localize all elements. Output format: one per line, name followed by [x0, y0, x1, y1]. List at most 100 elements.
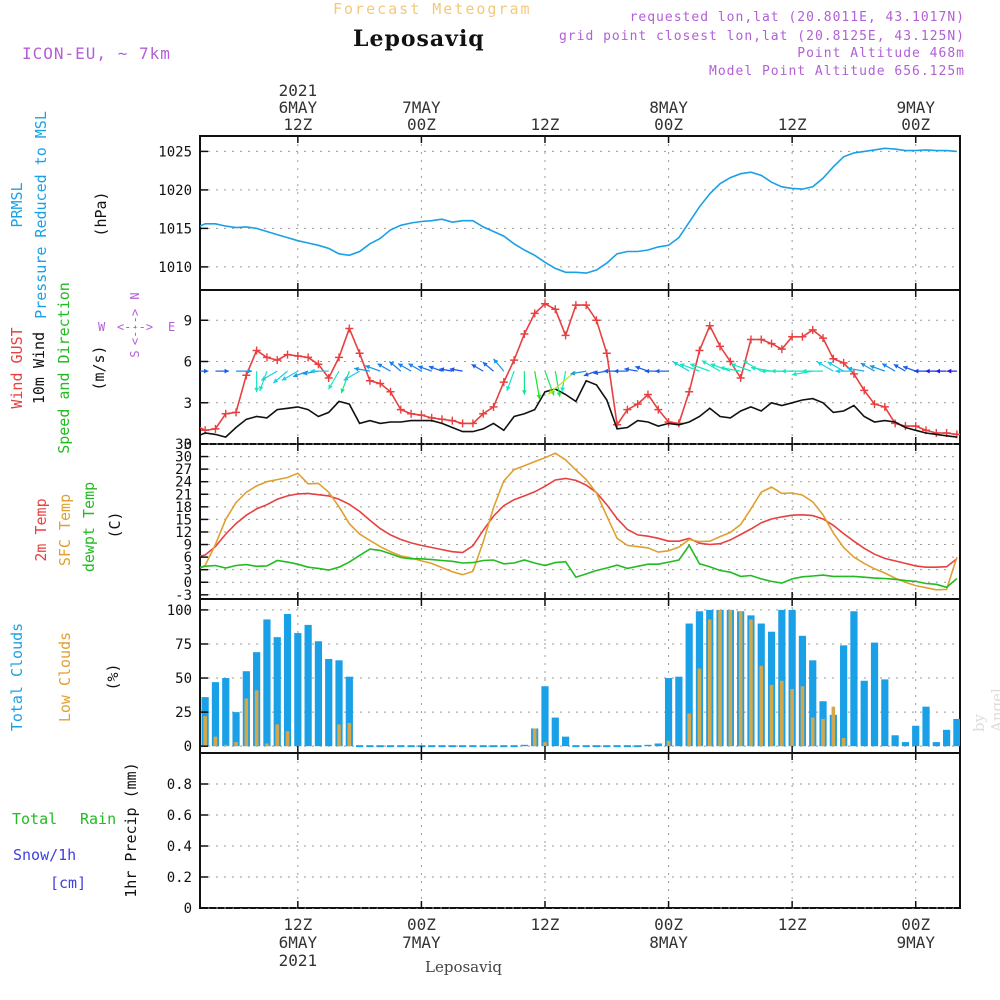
wind-arrow-head [254, 387, 260, 393]
wind-arrow-head [635, 365, 641, 371]
bottom-time-label: 12Z [283, 915, 312, 934]
wind-arrow-head [655, 368, 660, 374]
wind-ytick-label: 9 [184, 313, 192, 329]
wind-arrow-head [624, 367, 630, 372]
gust-marker [602, 349, 611, 358]
gust-marker [664, 418, 673, 426]
wind-frame [199, 289, 961, 445]
gust-marker [695, 346, 704, 355]
total-cloud-bar [551, 717, 559, 747]
temperature-ytick-label: 21 [175, 487, 192, 503]
wind-arrow-head [847, 366, 853, 372]
gust-marker [736, 374, 745, 382]
temperature-ytick-label: 3 [184, 563, 192, 579]
clouds-unit-label: (%) [104, 663, 122, 690]
gust-marker [468, 419, 477, 428]
pressure-unit-label: (hPa) [92, 191, 110, 236]
wind-arrow-head [925, 368, 930, 374]
wind-arrow-head [449, 367, 455, 372]
low-cloud-bar [841, 738, 846, 747]
model-label: ICON-EU, ~ 7km [22, 44, 171, 63]
wind-arrow-head [259, 385, 264, 391]
total-cloud-bar [953, 718, 960, 747]
gust-marker [232, 408, 241, 417]
wind-arrow-head [771, 368, 776, 374]
wind-arrow-head [781, 368, 786, 374]
wind-arrow-head [613, 368, 619, 374]
wind-arrow-head [583, 371, 589, 377]
temperature-ytick-label: -3 [175, 588, 192, 604]
panel-side-labels: PRMSL Pressure Reduced to MSL (hPa) Wind GU… [8, 111, 175, 898]
wind-arrow-head [224, 368, 229, 374]
gust-marker [592, 316, 601, 325]
low-cloud-bar [337, 724, 341, 747]
gust-marker [849, 369, 858, 378]
gust-marker [551, 305, 560, 314]
low-cloud-bar [532, 728, 537, 747]
top-time-label: 00Z [654, 115, 683, 134]
low-cloud-bar [821, 718, 825, 747]
low-cloud-bar [265, 743, 269, 747]
wind-arrow-head [760, 368, 766, 374]
gust-marker [530, 309, 539, 318]
wind-arrow-head [914, 368, 919, 374]
bottom-time-label: 00Z [901, 915, 930, 934]
low-cloud-bar [831, 706, 836, 747]
pressure-label-reduced: Pressure Reduced to MSL [32, 111, 50, 319]
gust-marker [242, 371, 251, 380]
top-time-label: 12Z [778, 115, 807, 134]
cloud-bar [458, 745, 467, 748]
bottom-time-label: 9MAY [896, 933, 935, 952]
wind-arrow-head [493, 358, 499, 364]
gust-marker [952, 430, 960, 439]
low-cloud-bar [285, 731, 290, 747]
gust-marker [582, 301, 591, 310]
wind-direction-label: Speed and Direction [55, 282, 73, 454]
low-cloud-bar [790, 688, 794, 747]
wind-arrow-head [340, 388, 346, 394]
total-cloud-bar [664, 678, 673, 747]
bottom-time-label: 00Z [407, 915, 436, 934]
gust-marker [623, 405, 632, 414]
wind-arrow-head [690, 363, 695, 368]
wind-arrow-head [377, 363, 383, 368]
total-cloud-bar [191, 681, 198, 746]
cloud-bar [386, 745, 395, 748]
cloud-bar [592, 745, 601, 748]
cloud-bar [510, 745, 518, 748]
total-cloud-bar [840, 645, 848, 747]
low-cloud-bar [666, 740, 671, 747]
wind-arrow-head [893, 364, 899, 369]
top-time-label: 00Z [407, 115, 436, 134]
cloud-bar [407, 745, 415, 748]
top-time-label: 8MAY [649, 98, 688, 117]
wind-arrow-head [792, 371, 797, 377]
temperature-ytick-label: 12 [175, 525, 192, 541]
wind-ytick-label: 6 [184, 355, 192, 371]
low-cloud-bar [275, 724, 280, 747]
compass-vertical-arrow: <---> [128, 309, 142, 345]
gust-marker [324, 374, 333, 382]
clouds-series-group [191, 609, 960, 748]
compass-south-label: S [128, 350, 142, 357]
wind-arrow-head [281, 376, 287, 381]
total-cloud-bar [685, 623, 693, 747]
gust-marker [458, 419, 467, 428]
clouds-ytick-label: 50 [175, 671, 192, 687]
wind-series-group [200, 299, 960, 439]
model-point-altitude: Model Point Altitude 656.125m [709, 64, 965, 79]
wind-line [200, 379, 958, 438]
wind-arrow-head [827, 361, 833, 367]
cloud-bar [356, 745, 364, 748]
gust-marker [839, 358, 848, 367]
gust-marker [499, 378, 508, 387]
gust-marker [911, 422, 920, 431]
gust-marker [654, 405, 663, 414]
wind-arrow-head [428, 365, 434, 371]
wind-arrow-head [802, 368, 807, 374]
total-cloud-bar [232, 712, 240, 747]
wind-arrow-head [389, 361, 395, 367]
wind-arrow-head [548, 389, 554, 395]
cloud-bar [448, 745, 456, 748]
temperature-ytick-label: 30 [175, 450, 192, 466]
